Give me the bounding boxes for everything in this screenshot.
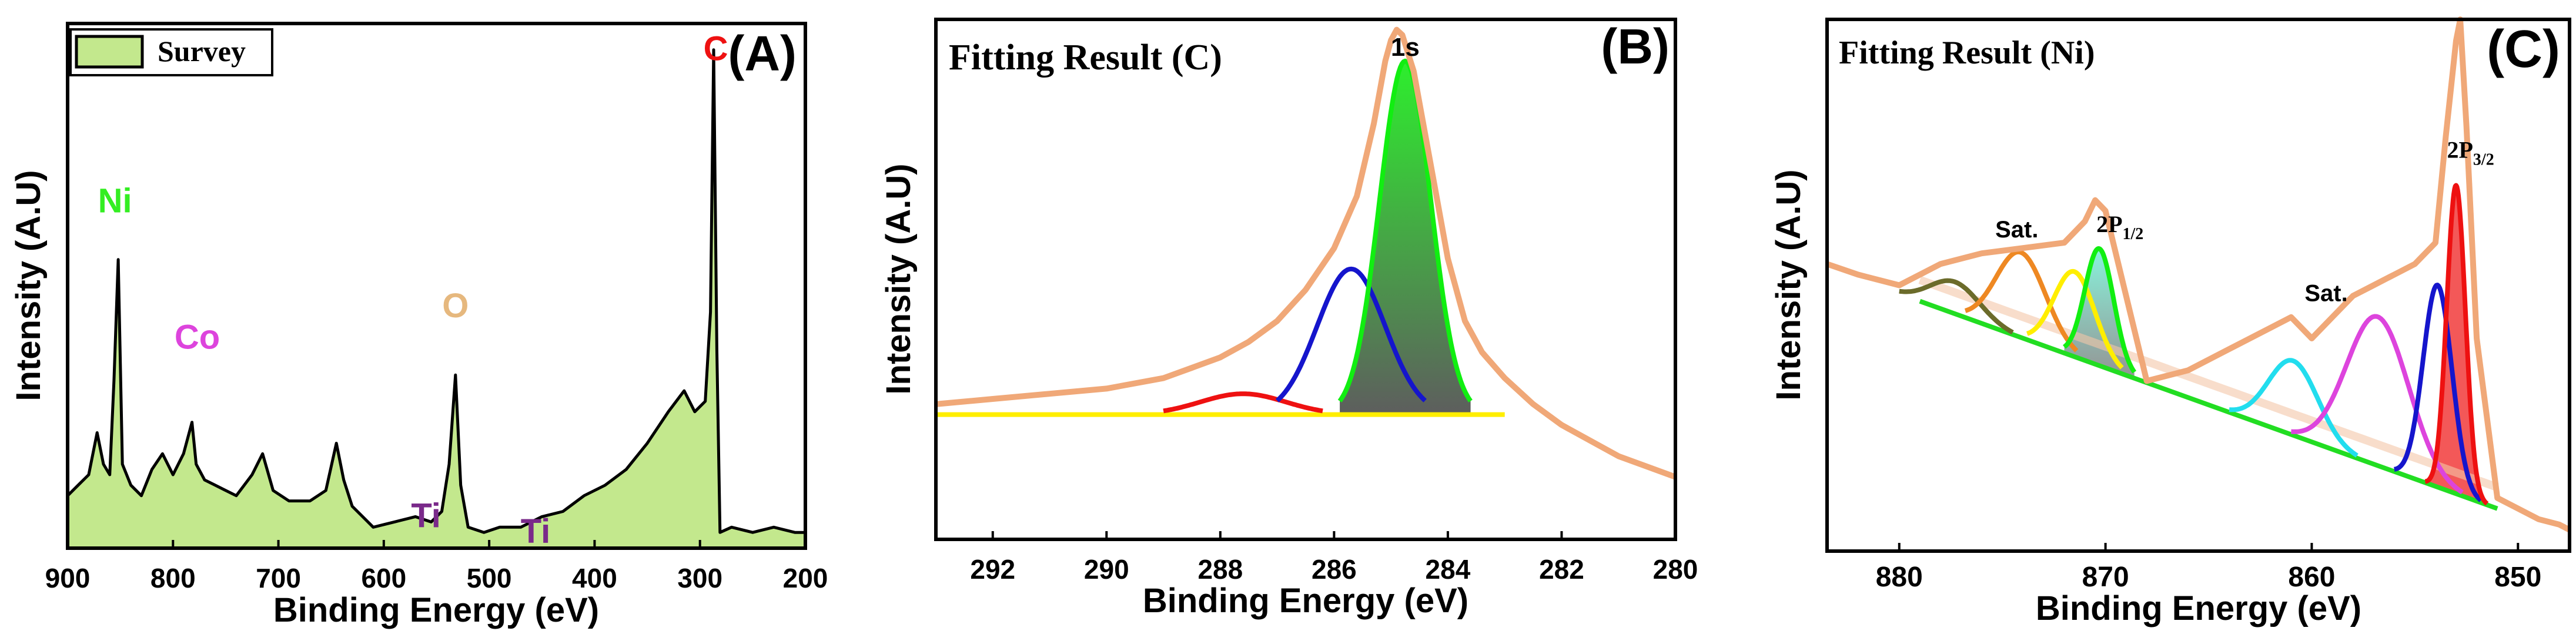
peak-annotation: 1s [1391, 33, 1420, 62]
fit-component [1919, 298, 2498, 511]
x-tick-label: 282 [1539, 554, 1584, 585]
panel-a-legend-label: Survey [158, 35, 246, 68]
panel-c-ylabel: Intensity (A.U) [1769, 169, 1808, 400]
survey-line [66, 48, 805, 534]
peak-annotation: C [704, 30, 728, 68]
fit-component [2393, 283, 2483, 502]
panel-a: Survey (A) Intensity (A.U) Binding Energ… [9, 22, 828, 629]
peak-fill [2064, 249, 2135, 378]
panel-a-ylabel: Intensity (A.U) [9, 170, 48, 401]
peak-fill [1340, 61, 1471, 415]
fit-component [2423, 183, 2489, 506]
panel-b-ylabel: Intensity (A.U) [879, 163, 918, 394]
panel-a-frame [66, 22, 807, 550]
x-tick-label: 280 [1653, 554, 1698, 585]
panel-a-xlabel: Binding Energy (eV) [273, 591, 599, 629]
peak-annotation: Co [175, 318, 220, 357]
panel-b-title: Fitting Result (C) [949, 38, 1222, 78]
panel-b-xlabel: Binding Energy (eV) [1143, 582, 1468, 620]
fit-envelope [1918, 276, 2499, 491]
panel-a-label: (A) [728, 26, 797, 81]
panel-a-plot [66, 48, 805, 548]
x-tick-label: 200 [783, 563, 828, 593]
x-tick-label: 860 [2288, 562, 2335, 593]
x-tick-label: 284 [1426, 554, 1471, 585]
x-tick-label: 870 [2082, 562, 2129, 593]
peak-annotation: Sat. [2304, 281, 2347, 307]
survey-area [68, 49, 805, 548]
x-tick-label: 290 [1084, 554, 1129, 585]
fit-component [2228, 358, 2358, 458]
peak-annotation: Sat. [1995, 217, 2038, 243]
x-tick-label: 700 [256, 563, 301, 593]
panel-b-x-ticks: 292 290 288 286 284 282 280 [970, 531, 1698, 585]
x-tick-label: 288 [1197, 554, 1243, 585]
panel-b-plot [935, 26, 1677, 480]
peak-annotation: O [442, 287, 469, 325]
x-tick-label: 600 [361, 563, 406, 593]
panel-c-xlabel: Binding Energy (eV) [2036, 589, 2361, 627]
x-tick-label: 400 [572, 563, 617, 593]
peak-annotation: 2P1/2 [2096, 211, 2143, 243]
fit-component [2062, 246, 2137, 374]
panel-a-x-ticks: 900 800 700 600 500 400 300 200 [45, 540, 828, 593]
x-tick-label: 300 [677, 563, 722, 593]
peak-annotation: Ti [521, 512, 551, 551]
x-tick-label: 800 [150, 563, 196, 593]
panel-c-frame [1825, 18, 2571, 553]
x-tick-label: 900 [45, 563, 91, 593]
fit-component [1337, 58, 1473, 402]
panel-b-label: (B) [1601, 19, 1670, 74]
fit-component [1898, 278, 2014, 335]
fit-component [1275, 266, 1427, 402]
fit-component [2026, 269, 2124, 370]
panel-c: Fitting Result (Ni) (C) Intensity (A.U) … [1769, 16, 2571, 627]
panel-c-plot [1826, 16, 2571, 533]
panel-b: Fitting Result (C) (B) Intensity (A.U) B… [879, 18, 1698, 620]
panel-b-annotations: 1s [1391, 33, 1420, 62]
fit-component [1964, 249, 2079, 353]
x-tick-label: 850 [2494, 562, 2541, 593]
raw-data-line [1826, 16, 2571, 533]
raw-data-line [935, 26, 1677, 480]
x-tick-label: 286 [1312, 554, 1357, 585]
fit-component [1163, 391, 1323, 414]
x-tick-label: 500 [467, 563, 512, 593]
panel-c-x-ticks: 880 870 860 850 [1876, 543, 2541, 593]
panel-a-annotations: Ni Co O Ti Ti C [98, 30, 728, 551]
x-tick-label: 880 [1876, 562, 1923, 593]
panel-c-title: Fitting Result (Ni) [1839, 35, 2095, 71]
peak-annotation: Ni [98, 182, 132, 220]
x-tick-label: 292 [970, 554, 1015, 585]
panel-a-legend-swatch [75, 35, 144, 69]
peak-annotation: Ti [411, 496, 441, 535]
panel-b-frame [934, 18, 1677, 541]
panel-c-label: (C) [2487, 20, 2560, 79]
